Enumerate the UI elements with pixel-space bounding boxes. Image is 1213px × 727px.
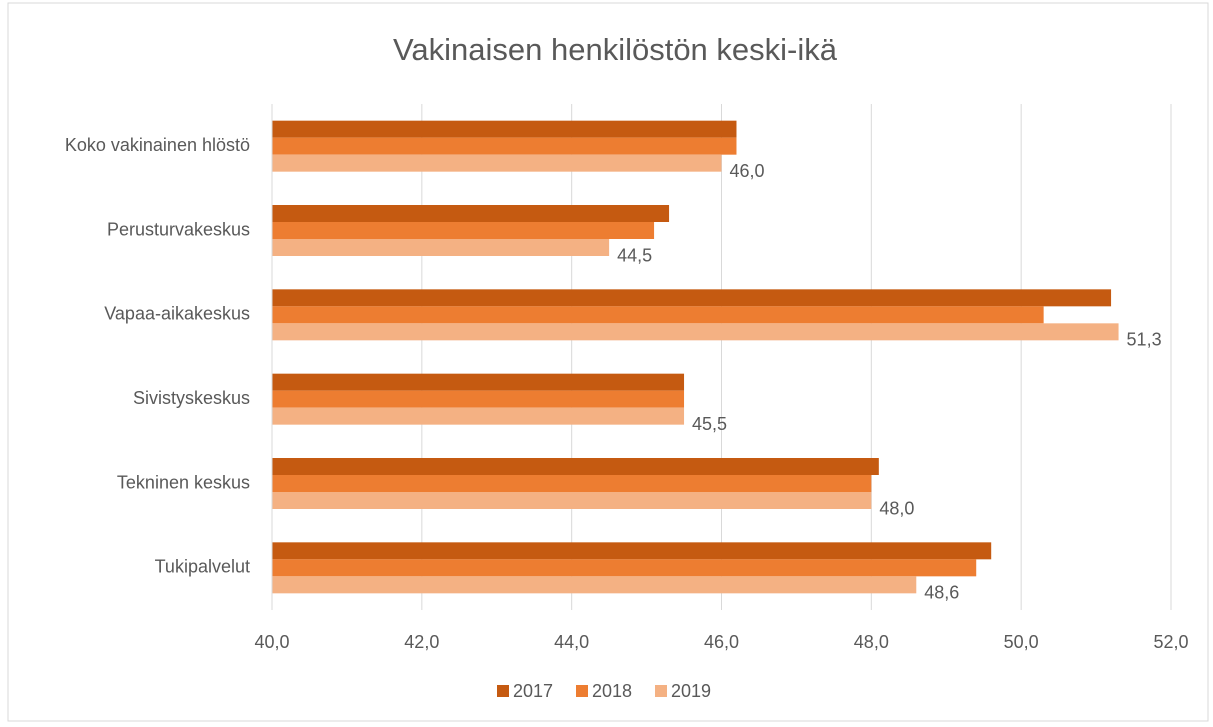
bar [272,205,670,222]
y-tick-label: Tukipalvelut [155,557,250,577]
bar [272,458,879,475]
data-label: 51,3 [1127,330,1162,350]
bar [272,222,655,239]
data-label: 48,6 [924,583,959,603]
bar [272,306,1044,324]
legend-label: 2019 [671,681,711,701]
bar [272,373,685,391]
bar [272,407,685,425]
x-tick-label: 46,0 [704,632,739,652]
bar [272,559,977,577]
chart-border [7,2,1209,722]
bar [272,542,992,560]
chart-title: Vakinaisen henkilöstön keski-ikä [393,32,838,67]
x-tick-label: 42,0 [404,632,439,652]
y-tick-label: Koko vakinainen hlöstö [65,135,250,155]
bar [272,576,917,594]
data-label: 45,5 [692,414,727,434]
bar [272,492,872,509]
legend-swatch [497,685,509,697]
bar [272,323,1119,341]
legend-swatch [655,685,667,697]
x-tick-label: 52,0 [1153,632,1188,652]
legend-label: 2018 [592,681,632,701]
x-tick-label: 40,0 [254,632,289,652]
bar [272,475,872,492]
y-tick-label: Tekninen keskus [117,472,250,492]
bar [272,289,1112,307]
bar [272,120,737,138]
x-tick-label: 44,0 [554,632,589,652]
y-tick-label: Sivistyskeskus [133,388,250,408]
bar [272,390,685,408]
data-label: 48,0 [879,498,914,518]
y-tick-label: Perusturvakeskus [107,219,250,239]
bar [272,154,722,172]
data-label: 44,5 [617,245,652,265]
x-tick-label: 48,0 [854,632,889,652]
data-label: 46,0 [730,161,765,181]
bar [272,239,610,256]
legend-swatch [576,685,588,697]
legend-label: 2017 [513,681,553,701]
bar [272,137,737,155]
x-tick-label: 50,0 [1004,632,1039,652]
y-tick-label: Vapaa-aikakeskus [104,304,250,324]
